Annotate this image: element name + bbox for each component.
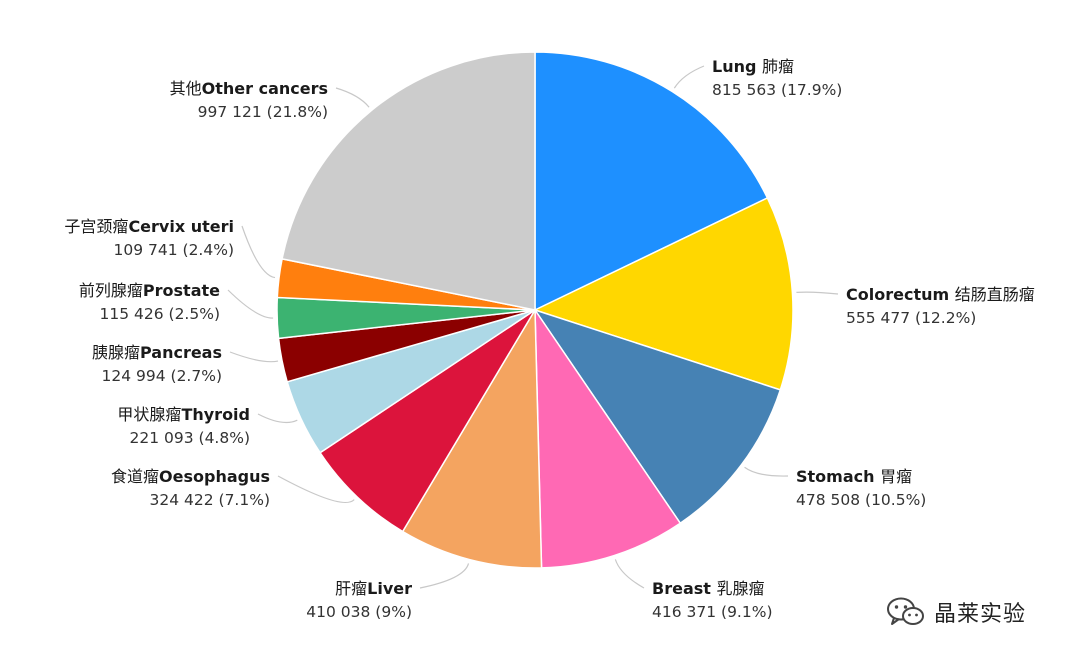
slice-value-breast: 416 371 (9.1%) bbox=[652, 603, 773, 621]
pie-slice-breast bbox=[534, 307, 682, 569]
slice-value-stomach: 478 508 (10.5%) bbox=[796, 491, 926, 509]
slice-label-cervix-uteri: 子宫颈瘤Cervix uteri bbox=[64, 217, 234, 236]
pie-slice-lung bbox=[534, 51, 769, 312]
leader-line-other-cancers bbox=[335, 87, 370, 108]
slice-value-oesophagus: 324 422 (7.1%) bbox=[150, 491, 271, 509]
slice-label-breast: Breast 乳腺瘤 bbox=[652, 579, 765, 598]
pie-slice-oesophagus bbox=[319, 309, 536, 533]
slice-label-other-cancers: 其他Other cancers bbox=[170, 79, 328, 98]
leader-line-prostate bbox=[227, 289, 274, 319]
slice-label-lung: Lung 肺瘤 bbox=[712, 57, 794, 76]
pie-slice-stomach bbox=[533, 308, 782, 525]
leader-line-lung bbox=[673, 65, 705, 89]
leader-line-breast bbox=[614, 559, 645, 589]
watermark: 晶莱实验 bbox=[886, 596, 1026, 628]
slice-value-prostate: 115 426 (2.5%) bbox=[100, 305, 221, 323]
leader-line-liver bbox=[419, 563, 470, 589]
slice-value-colorectum: 555 477 (12.2%) bbox=[846, 309, 976, 327]
watermark-text: 晶莱实验 bbox=[934, 602, 1027, 627]
slice-value-liver: 410 038 (9%) bbox=[306, 603, 412, 621]
leader-line-stomach bbox=[744, 466, 789, 477]
leader-line-cervix-uteri bbox=[241, 225, 276, 279]
wechat-icon bbox=[887, 597, 924, 625]
leader-line-colorectum bbox=[796, 291, 839, 295]
pie-slice-liver bbox=[401, 307, 543, 569]
slice-label-colorectum: Colorectum 结肠直肠瘤 bbox=[846, 285, 1035, 304]
leader-line-pancreas bbox=[229, 351, 279, 363]
pie-slices bbox=[276, 51, 794, 569]
slice-label-stomach: Stomach 胃瘤 bbox=[796, 467, 912, 486]
leader-lines bbox=[227, 65, 839, 589]
pie-slice-colorectum bbox=[532, 196, 794, 391]
slice-value-other-cancers: 997 121 (21.8%) bbox=[198, 103, 328, 121]
slice-label-prostate: 前列腺瘤Prostate bbox=[79, 281, 220, 300]
slice-label-oesophagus: 食道瘤Oesophagus bbox=[111, 467, 270, 486]
slice-value-thyroid: 221 093 (4.8%) bbox=[130, 429, 251, 447]
slice-label-thyroid: 甲状腺瘤Thyroid bbox=[117, 405, 250, 424]
slice-labels: Lung 肺瘤 815 563 (17.9%) Colorectum 结肠直肠瘤 55… bbox=[64, 57, 1034, 621]
slice-value-pancreas: 124 994 (2.7%) bbox=[102, 367, 223, 385]
slice-label-liver: 肝瘤Liver bbox=[335, 579, 412, 598]
slice-label-pancreas: 胰腺瘤Pancreas bbox=[92, 343, 222, 362]
slice-value-cervix-uteri: 109 741 (2.4%) bbox=[114, 241, 235, 259]
leader-line-oesophagus bbox=[277, 475, 355, 503]
slice-value-lung: 815 563 (17.9%) bbox=[712, 81, 842, 99]
pie-slice-other-cancers bbox=[281, 51, 536, 311]
leader-line-thyroid bbox=[257, 413, 298, 424]
